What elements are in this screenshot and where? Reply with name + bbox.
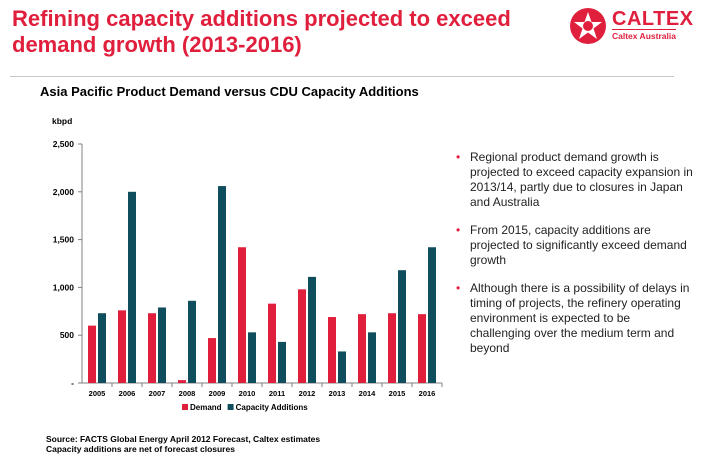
capacity-additions-bar <box>308 276 316 383</box>
logo-subtitle: Caltex Australia <box>612 31 676 41</box>
capacity-additions-bar <box>218 186 226 383</box>
capacity-additions-bar <box>98 313 106 383</box>
footnote-source: Source: FACTS Global Energy April 2012 F… <box>46 434 321 444</box>
x-tick-label: 2016 <box>419 389 436 398</box>
demand-bar <box>298 289 306 383</box>
demand-bar <box>418 314 426 383</box>
y-tick-label: 1,500 <box>53 235 75 245</box>
bullet-marker: • <box>456 223 461 237</box>
legend-swatch <box>227 404 234 410</box>
x-tick-label: 2013 <box>329 389 346 398</box>
chart-legend: Demand Capacity Additions <box>182 403 308 412</box>
bullet-item: • From 2015, capacity additions are proj… <box>454 223 694 268</box>
legend-label: Capacity Additions <box>236 403 309 412</box>
capacity-additions-bar <box>368 332 376 383</box>
chart-title: Asia Pacific Product Demand versus CDU C… <box>40 84 419 99</box>
capacity-additions-bar <box>278 341 286 383</box>
y-tick-label: 2,000 <box>53 187 75 197</box>
x-tick-label: 2014 <box>359 389 377 398</box>
legend-label: Demand <box>190 403 222 412</box>
demand-bar <box>238 247 246 383</box>
y-tick-label: 500 <box>60 330 74 340</box>
capacity-additions-bar <box>248 332 256 383</box>
footnotes: Source: FACTS Global Energy April 2012 F… <box>46 434 320 454</box>
x-tick-label: 2010 <box>239 389 256 398</box>
slide-title: Refining capacity additions projected to… <box>12 6 572 58</box>
bullet-marker: • <box>456 150 461 164</box>
caltex-star-icon <box>570 8 606 44</box>
demand-bar <box>88 325 96 383</box>
capacity-additions-bar <box>428 247 436 383</box>
chart-bars <box>88 186 436 383</box>
x-tick-label: 2008 <box>179 389 196 398</box>
bullet-text: Although there is a possibility of delay… <box>470 281 690 355</box>
bullet-marker: • <box>456 281 461 295</box>
x-tick-label: 2007 <box>149 389 166 398</box>
slide-title-line-2: demand growth (2013-2016) <box>12 32 302 57</box>
demand-bar <box>358 314 366 383</box>
caltex-logo: CALTEX Caltex Australia <box>566 4 716 48</box>
capacity-additions-bar <box>158 307 166 383</box>
bullet-item: • Regional product demand growth is proj… <box>454 150 694 210</box>
legend-swatch <box>182 404 188 410</box>
capacity-additions-bar <box>188 300 196 383</box>
chart-axes: kbpd - 500 1,000 1,500 2,000 2,500 2005 2006 2007… <box>52 116 443 398</box>
bullet-list: • Regional product demand growth is proj… <box>454 150 694 369</box>
demand-bar <box>388 313 396 383</box>
x-tick-label: 2005 <box>89 389 106 398</box>
logo-rule <box>612 29 676 30</box>
y-tick-label: 2,500 <box>53 139 75 149</box>
logo-name: CALTEX <box>612 8 694 30</box>
demand-bar <box>208 338 216 383</box>
demand-bar <box>118 310 126 383</box>
bullet-text: Regional product demand growth is projec… <box>470 150 693 209</box>
y-tick-label: - <box>71 378 74 388</box>
demand-bar <box>268 303 276 383</box>
bullet-item: • Although there is a possibility of del… <box>454 281 694 356</box>
bullet-text: From 2015, capacity additions are projec… <box>470 223 687 267</box>
capacity-additions-bar <box>338 351 346 383</box>
demand-bar <box>148 313 156 383</box>
y-axis-label: kbpd <box>52 116 72 126</box>
demand-bar <box>178 380 186 383</box>
x-tick-label: 2015 <box>389 389 406 398</box>
y-tick-label: 1,000 <box>53 282 75 292</box>
slide-title-line-1: Refining capacity additions projected to… <box>12 6 511 31</box>
x-tick-label: 2011 <box>269 389 285 398</box>
demand-bar <box>328 317 336 383</box>
x-tick-label: 2009 <box>209 389 226 398</box>
footnote-note: Capacity additions are net of forecast c… <box>46 444 235 454</box>
capacity-additions-bar <box>398 270 406 383</box>
x-tick-label: 2012 <box>299 389 316 398</box>
capacity-additions-bar <box>128 191 136 383</box>
bar-chart: kbpd - 500 1,000 1,500 2,000 2,500 2005 2006 2007… <box>52 116 443 412</box>
title-divider <box>10 76 674 77</box>
x-tick-label: 2006 <box>119 389 136 398</box>
